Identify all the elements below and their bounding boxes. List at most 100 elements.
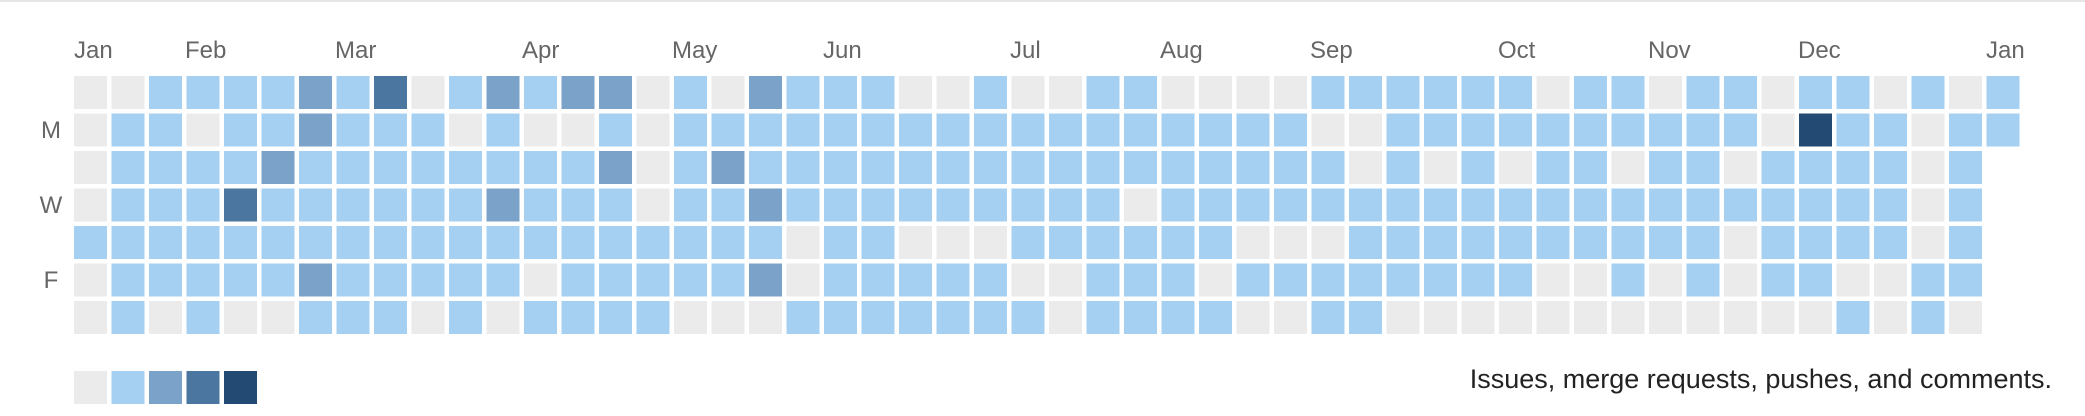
day-cell[interactable] bbox=[74, 76, 107, 109]
day-cell[interactable] bbox=[1349, 263, 1382, 297]
day-cell[interactable] bbox=[261, 188, 295, 222]
day-cell[interactable] bbox=[936, 301, 970, 334]
day-cell[interactable] bbox=[224, 263, 257, 297]
day-cell[interactable] bbox=[1461, 301, 1495, 334]
day-cell[interactable] bbox=[1836, 263, 1870, 297]
day-cell[interactable] bbox=[899, 151, 932, 184]
day-cell[interactable] bbox=[1611, 76, 1645, 109]
day-cell[interactable] bbox=[1499, 226, 1532, 259]
day-cell[interactable] bbox=[786, 226, 820, 259]
day-cell[interactable] bbox=[1199, 76, 1232, 109]
day-cell[interactable] bbox=[1499, 113, 1532, 147]
day-cell[interactable] bbox=[1461, 151, 1495, 184]
day-cell[interactable] bbox=[1424, 301, 1457, 334]
day-cell[interactable] bbox=[786, 301, 820, 334]
day-cell[interactable] bbox=[149, 263, 182, 297]
day-cell[interactable] bbox=[299, 76, 332, 109]
day-cell[interactable] bbox=[899, 113, 932, 147]
day-cell[interactable] bbox=[1049, 188, 1082, 222]
day-cell[interactable] bbox=[636, 151, 670, 184]
day-cell[interactable] bbox=[74, 188, 107, 222]
day-cell[interactable] bbox=[1086, 113, 1120, 147]
day-cell[interactable] bbox=[1199, 263, 1232, 297]
day-cell[interactable] bbox=[111, 301, 145, 334]
day-cell[interactable] bbox=[1049, 151, 1082, 184]
day-cell[interactable] bbox=[1611, 188, 1645, 222]
day-cell[interactable] bbox=[1086, 76, 1120, 109]
day-cell[interactable] bbox=[261, 226, 295, 259]
day-cell[interactable] bbox=[1761, 301, 1795, 334]
day-cell[interactable] bbox=[974, 113, 1007, 147]
day-cell[interactable] bbox=[1124, 151, 1157, 184]
day-cell[interactable] bbox=[1124, 263, 1157, 297]
day-cell[interactable] bbox=[1199, 151, 1232, 184]
day-cell[interactable] bbox=[786, 76, 820, 109]
day-cell[interactable] bbox=[1799, 151, 1832, 184]
day-cell[interactable] bbox=[749, 151, 782, 184]
day-cell[interactable] bbox=[1911, 301, 1945, 334]
day-cell[interactable] bbox=[599, 301, 632, 334]
day-cell[interactable] bbox=[1836, 188, 1870, 222]
day-cell[interactable] bbox=[1949, 151, 1982, 184]
day-cell[interactable] bbox=[336, 113, 370, 147]
day-cell[interactable] bbox=[1274, 76, 1307, 109]
day-cell[interactable] bbox=[899, 301, 932, 334]
day-cell[interactable] bbox=[974, 151, 1007, 184]
day-cell[interactable] bbox=[786, 151, 820, 184]
day-cell[interactable] bbox=[111, 263, 145, 297]
day-cell[interactable] bbox=[974, 226, 1007, 259]
day-cell[interactable] bbox=[1611, 113, 1645, 147]
day-cell[interactable] bbox=[1386, 76, 1420, 109]
day-cell[interactable] bbox=[1724, 301, 1757, 334]
day-cell[interactable] bbox=[1311, 301, 1345, 334]
day-cell[interactable] bbox=[449, 226, 482, 259]
day-cell[interactable] bbox=[1199, 226, 1232, 259]
day-cell[interactable] bbox=[861, 263, 895, 297]
day-cell[interactable] bbox=[599, 113, 632, 147]
day-cell[interactable] bbox=[1949, 226, 1982, 259]
day-cell[interactable] bbox=[1124, 188, 1157, 222]
day-cell[interactable] bbox=[374, 151, 407, 184]
day-cell[interactable] bbox=[1761, 113, 1795, 147]
day-cell[interactable] bbox=[1011, 301, 1045, 334]
day-cell[interactable] bbox=[936, 76, 970, 109]
day-cell[interactable] bbox=[1574, 226, 1607, 259]
day-cell[interactable] bbox=[1199, 188, 1232, 222]
day-cell[interactable] bbox=[1724, 113, 1757, 147]
day-cell[interactable] bbox=[524, 301, 557, 334]
day-cell[interactable] bbox=[486, 188, 520, 222]
day-cell[interactable] bbox=[1499, 76, 1532, 109]
day-cell[interactable] bbox=[411, 226, 445, 259]
day-cell[interactable] bbox=[674, 226, 707, 259]
day-cell[interactable] bbox=[1311, 188, 1345, 222]
day-cell[interactable] bbox=[1161, 113, 1195, 147]
day-cell[interactable] bbox=[1499, 151, 1532, 184]
day-cell[interactable] bbox=[1011, 76, 1045, 109]
day-cell[interactable] bbox=[749, 263, 782, 297]
day-cell[interactable] bbox=[1236, 76, 1270, 109]
day-cell[interactable] bbox=[1574, 263, 1607, 297]
day-cell[interactable] bbox=[1086, 188, 1120, 222]
day-cell[interactable] bbox=[786, 113, 820, 147]
day-cell[interactable] bbox=[561, 113, 595, 147]
day-cell[interactable] bbox=[974, 263, 1007, 297]
day-cell[interactable] bbox=[261, 301, 295, 334]
day-cell[interactable] bbox=[299, 263, 332, 297]
day-cell[interactable] bbox=[1349, 113, 1382, 147]
day-cell[interactable] bbox=[149, 301, 182, 334]
day-cell[interactable] bbox=[1349, 151, 1382, 184]
day-cell[interactable] bbox=[299, 226, 332, 259]
day-cell[interactable] bbox=[1236, 151, 1270, 184]
day-cell[interactable] bbox=[261, 113, 295, 147]
day-cell[interactable] bbox=[1761, 151, 1795, 184]
day-cell[interactable] bbox=[224, 76, 257, 109]
day-cell[interactable] bbox=[936, 113, 970, 147]
day-cell[interactable] bbox=[936, 188, 970, 222]
day-cell[interactable] bbox=[1011, 113, 1045, 147]
day-cell[interactable] bbox=[1949, 188, 1982, 222]
day-cell[interactable] bbox=[1724, 263, 1757, 297]
day-cell[interactable] bbox=[224, 226, 257, 259]
day-cell[interactable] bbox=[1311, 113, 1345, 147]
day-cell[interactable] bbox=[1049, 76, 1082, 109]
day-cell[interactable] bbox=[599, 188, 632, 222]
